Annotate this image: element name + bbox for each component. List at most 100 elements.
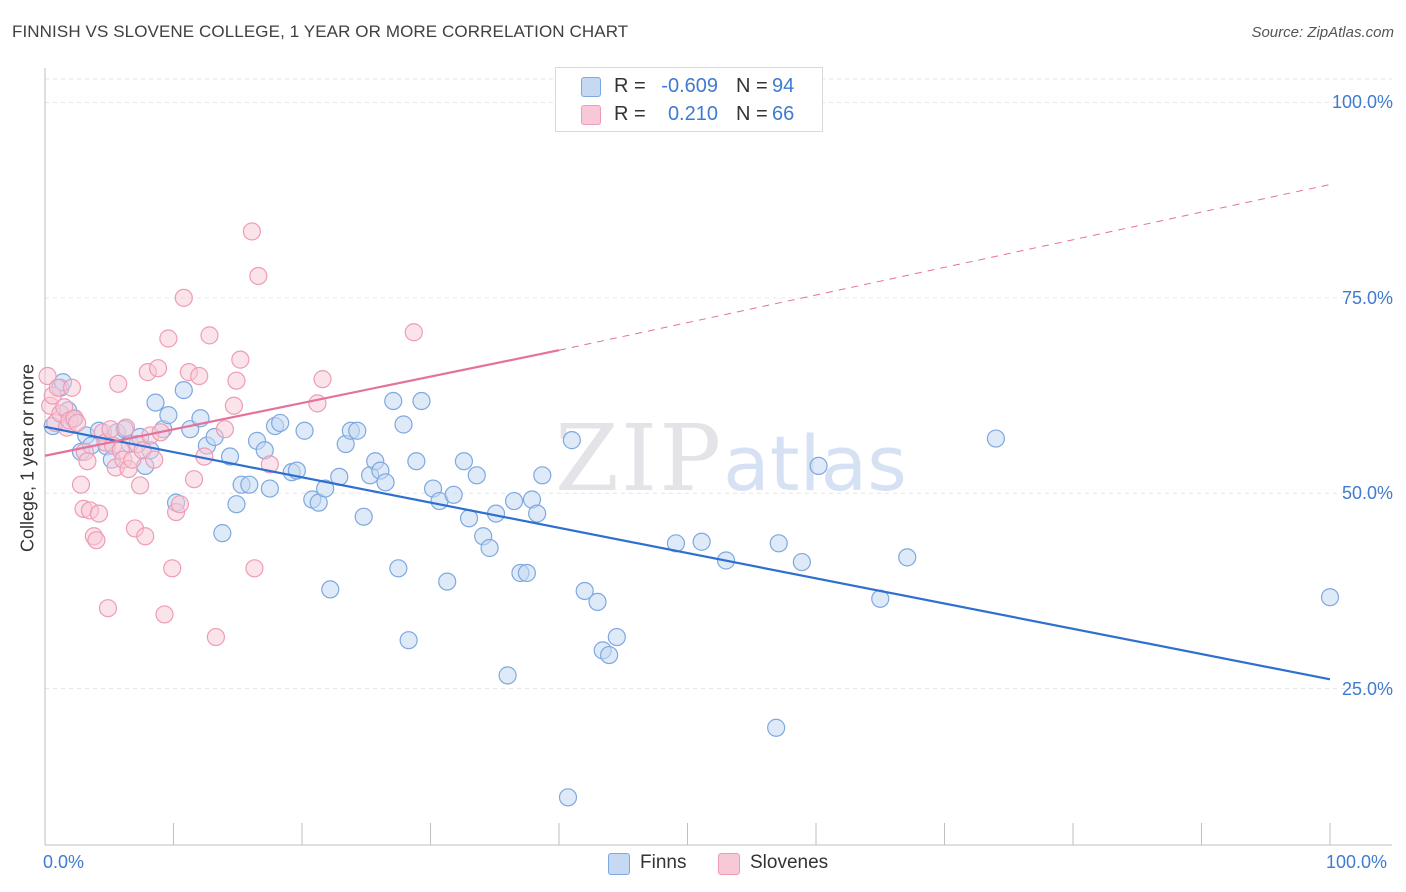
data-point-finns (174, 380, 193, 400)
data-point-finns (213, 524, 232, 543)
legend-r-value: 0.210 (667, 103, 718, 125)
data-point-finns (348, 421, 367, 440)
y-axis-label: College, 1 year or more (17, 363, 38, 553)
data-point-finns (240, 475, 259, 494)
data-point-slovenes (184, 470, 204, 489)
data-point-slovenes (313, 370, 332, 389)
data-point-slovenes (206, 627, 226, 647)
trend-line-finns (44, 425, 1331, 681)
legend-row-finns: R = -0.609 N = 94 (556, 73, 822, 103)
data-point-finns (227, 495, 246, 514)
data-point-slovenes (98, 599, 118, 618)
data-point-slovenes (136, 527, 155, 546)
data-point-finns (898, 548, 917, 567)
data-point-slovenes (200, 326, 219, 345)
legend-row-slovenes: R = 0.210 N = 66 (556, 101, 822, 131)
legend-n-label: N = (736, 75, 768, 97)
data-point-finns (159, 406, 178, 425)
data-point-slovenes (245, 559, 264, 578)
data-point-slovenes (101, 420, 120, 439)
data-point-finns (394, 415, 413, 434)
data-point-finns (562, 431, 581, 450)
data-point-finns (517, 563, 536, 583)
data-point-finns (444, 485, 463, 504)
data-point-slovenes (163, 559, 182, 578)
data-point-finns (607, 627, 626, 647)
data-point-finns (438, 572, 457, 591)
data-point-finns (533, 466, 552, 485)
data-point-slovenes (174, 288, 193, 307)
data-point-slovenes (227, 371, 246, 390)
data-point-finns (528, 504, 547, 523)
data-point-slovenes (224, 396, 243, 415)
data-point-finns (316, 479, 335, 498)
data-point-finns (575, 581, 594, 601)
legend-r-label: R = (614, 75, 646, 97)
data-point-finns (467, 466, 486, 485)
data-point-slovenes (190, 366, 209, 386)
data-point-finns (792, 552, 811, 572)
data-point-slovenes (145, 450, 164, 469)
axes (44, 68, 1392, 846)
correlation-legend: R = -0.609 N = 94 R = 0.210 N = 66 (555, 67, 823, 132)
legend-n-label: N = (736, 103, 768, 125)
data-point-slovenes (404, 323, 423, 342)
data-point-finns (558, 788, 578, 807)
data-point-finns (407, 452, 426, 471)
data-point-finns (986, 429, 1006, 448)
data-point-slovenes (249, 266, 268, 286)
data-point-finns (588, 592, 607, 612)
watermark-zip: ZIP (555, 405, 724, 512)
data-point-finns (354, 507, 373, 526)
data-point-slovenes (71, 475, 91, 494)
y-tick-label: 25.0% (1341, 678, 1393, 699)
data-point-finns (399, 631, 418, 650)
data-point-slovenes (38, 366, 57, 386)
data-point-finns (412, 391, 431, 411)
data-point-finns (454, 452, 474, 471)
series-finns (43, 373, 1340, 807)
data-point-finns (504, 491, 524, 511)
data-point-finns (600, 645, 619, 665)
data-point-finns (384, 391, 403, 411)
data-point-finns (376, 473, 395, 492)
zipatlas-watermark: ZIPatlas (555, 405, 907, 512)
legend-swatch-finns (608, 853, 630, 875)
data-point-slovenes (116, 418, 136, 437)
data-point-slovenes (215, 420, 234, 439)
y-tick-label: 50.0% (1341, 483, 1393, 504)
data-point-slovenes (68, 413, 87, 433)
source-label: Source: ZipAtlas.com (1251, 24, 1394, 41)
data-point-slovenes (109, 374, 128, 393)
legend-label-slovenes: Slovenes (750, 852, 829, 873)
data-point-slovenes (159, 329, 178, 348)
legend-label-finns: Finns (640, 852, 687, 873)
data-point-slovenes (242, 222, 261, 241)
data-point-slovenes (130, 476, 150, 495)
data-point-finns (809, 456, 828, 476)
data-point-finns (321, 580, 340, 599)
legend-n-value: 66 (772, 103, 795, 125)
data-point-finns (480, 538, 499, 558)
data-point-finns (220, 447, 240, 466)
data-point-finns (498, 666, 517, 685)
data-point-finns (769, 534, 788, 553)
data-point-finns (389, 559, 408, 578)
chart-title: FINNISH VS SLOVENE COLLEGE, 1 YEAR OR MO… (12, 22, 629, 41)
x-tick-label-min: 0.0% (43, 852, 85, 872)
trend-line-slovenes (44, 349, 560, 457)
legend-swatch-slovenes (718, 853, 740, 875)
x-tick-label-max: 100.0% (1326, 852, 1388, 872)
gridlines (45, 78, 1392, 690)
data-point-finns (692, 532, 711, 551)
data-point-slovenes (308, 394, 327, 413)
data-point-finns (1320, 588, 1340, 607)
data-point-slovenes (62, 378, 82, 397)
data-point-finns (295, 421, 314, 440)
data-point-finns (271, 413, 290, 433)
data-point-slovenes (155, 605, 174, 624)
y-tick-label: 100.0% (1331, 92, 1393, 113)
data-point-slovenes (78, 452, 97, 471)
data-point-slovenes (87, 531, 106, 550)
